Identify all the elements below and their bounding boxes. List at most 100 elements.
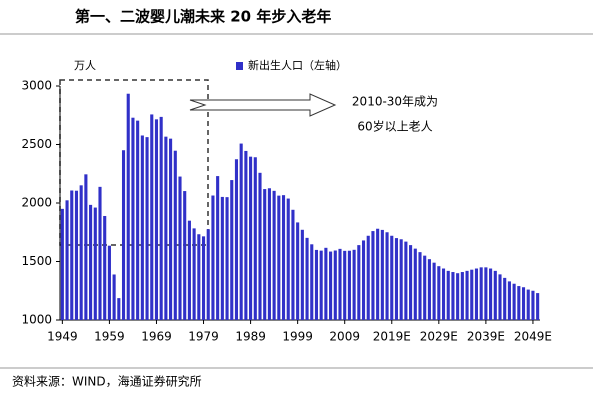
- x-tick-label: 1959: [94, 330, 125, 344]
- bar: [131, 117, 135, 320]
- arrow: [189, 93, 337, 117]
- y-tick-label: 1500: [21, 254, 52, 268]
- annotation: 2010-30年成为: [352, 95, 438, 109]
- bar: [154, 119, 159, 320]
- bar: [418, 252, 422, 320]
- bar: [498, 274, 502, 320]
- bar: [173, 150, 177, 320]
- bar: [187, 220, 191, 320]
- bar: [300, 229, 304, 320]
- bar: [423, 255, 427, 320]
- x-tick-label: 1989: [235, 330, 266, 344]
- bar: [343, 250, 347, 320]
- x-tick-label: 2049E: [514, 330, 552, 344]
- y-tick-label: 2000: [21, 196, 52, 210]
- bar: [84, 174, 88, 320]
- source: 资料来源：WIND，海通证券研究所: [12, 374, 202, 389]
- bar: [258, 172, 262, 320]
- bar: [329, 251, 333, 320]
- bar: [465, 270, 469, 320]
- bar: [281, 195, 286, 320]
- bar: [526, 289, 530, 320]
- y-tick-label: 3000: [21, 79, 52, 93]
- bar: [352, 249, 356, 320]
- bar: [70, 190, 74, 320]
- bar: [446, 270, 450, 320]
- bar: [432, 262, 436, 320]
- bar: [413, 248, 417, 320]
- bar: [216, 176, 220, 320]
- bar: [65, 200, 69, 320]
- bar: [239, 143, 243, 320]
- bar: [489, 268, 493, 320]
- x-tick-label: 1969: [141, 330, 172, 344]
- bar: [404, 241, 408, 320]
- x-tick-label: 2009: [329, 330, 360, 344]
- bar: [394, 238, 399, 320]
- bar: [333, 250, 337, 320]
- bar: [512, 283, 516, 320]
- bar: [474, 268, 479, 320]
- bar: [201, 236, 206, 320]
- bar: [263, 189, 267, 320]
- bar: [164, 136, 168, 320]
- bar: [536, 293, 540, 320]
- bar: [324, 247, 328, 320]
- bar: [103, 215, 107, 320]
- x-tick-label: 1979: [188, 330, 219, 344]
- bar: [117, 298, 121, 320]
- bar: [441, 268, 446, 320]
- bar: [507, 281, 511, 320]
- bar: [305, 237, 309, 320]
- bar: [437, 266, 441, 320]
- bar: [169, 138, 173, 320]
- bar: [361, 240, 366, 320]
- bar: [89, 204, 93, 320]
- bar: [385, 232, 389, 320]
- bar: [484, 267, 488, 320]
- bar: [427, 259, 431, 320]
- bar: [93, 207, 97, 320]
- bar: [371, 231, 375, 320]
- bar: [192, 228, 196, 320]
- bar: [366, 235, 370, 320]
- bar: [286, 198, 290, 320]
- bar: [521, 287, 526, 320]
- bar: [197, 234, 201, 320]
- x-tick-label: 2039E: [467, 330, 505, 344]
- bar: [319, 250, 323, 320]
- y-tick-label: 1000: [21, 313, 52, 327]
- x-tick-label: 2029E: [420, 330, 458, 344]
- bar: [136, 120, 140, 320]
- bar: [493, 270, 497, 320]
- bar: [517, 286, 521, 320]
- x-tick-label: 1999: [282, 330, 313, 344]
- bar: [230, 180, 234, 320]
- bar: [296, 222, 300, 320]
- bar: [451, 272, 455, 320]
- bar: [150, 114, 154, 320]
- bar: [249, 156, 253, 320]
- bar: [460, 272, 464, 320]
- x-tick-label: 1949: [47, 330, 78, 344]
- bar: [357, 245, 361, 320]
- bar: [244, 150, 248, 320]
- bar: [253, 157, 257, 320]
- annotation: 60岁以上老人: [357, 119, 432, 134]
- bar: [107, 245, 111, 320]
- bar: [126, 93, 130, 320]
- chart-title: 第一、二波婴儿潮未来 20 年步入老年: [75, 8, 331, 26]
- bar: [531, 290, 535, 320]
- x-tick-label: 2019E: [373, 330, 411, 344]
- bar: [112, 274, 116, 320]
- bar: [291, 209, 295, 320]
- y-tick-label: 2500: [21, 137, 52, 151]
- bar: [183, 191, 187, 320]
- bar: [159, 116, 163, 320]
- bar: [338, 248, 342, 320]
- bar: [121, 150, 126, 320]
- bar: [74, 190, 79, 320]
- bar: [380, 229, 384, 320]
- bar: [456, 273, 460, 320]
- bar: [347, 250, 351, 320]
